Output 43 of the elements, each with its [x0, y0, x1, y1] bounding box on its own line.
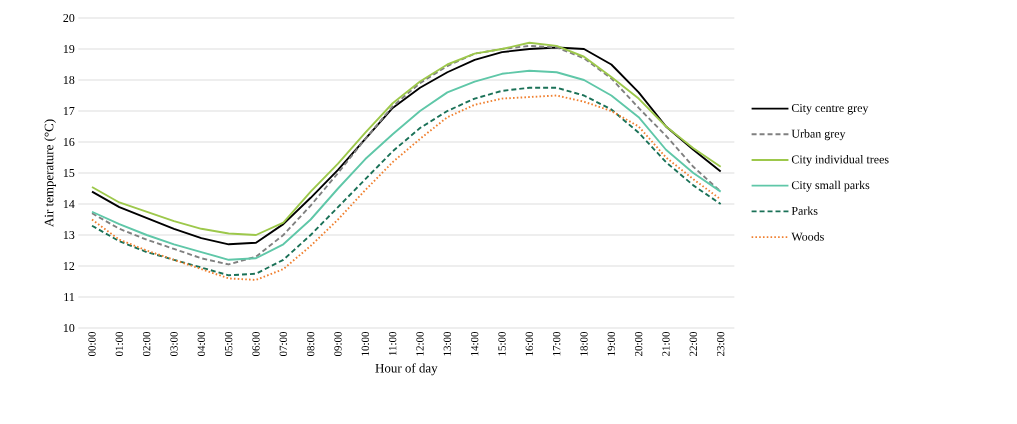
x-tick-label: 20:00 — [634, 331, 643, 356]
x-tick-label: 18:00 — [580, 331, 588, 356]
legend-label: Urban grey — [791, 129, 846, 141]
legend-label: City small parks — [791, 180, 870, 192]
y-tick-label: 10 — [63, 323, 75, 333]
x-tick-label: 14:00 — [470, 331, 479, 356]
legend-label: City centre grey — [791, 103, 869, 115]
y-tick-label: 11 — [64, 293, 75, 301]
x-tick-label: 02:00 — [142, 331, 151, 357]
x-tick-label: 16:00 — [525, 331, 534, 356]
x-tick-label: 03:00 — [170, 331, 178, 357]
y-tick-label: 19 — [63, 44, 75, 54]
x-tick-label: 21:00 — [662, 331, 670, 356]
legend-label: City individual trees — [791, 155, 889, 166]
x-tick-label: 13:00 — [443, 331, 452, 356]
y-tick-label: 16 — [63, 137, 75, 147]
x-tick-label: 23:00 — [716, 331, 725, 356]
x-tick-label: 12:00 — [416, 331, 424, 356]
y-tick-label: 15 — [63, 169, 75, 177]
x-tick-label: 05:00 — [224, 331, 233, 357]
x-tick-label: 15:00 — [498, 331, 506, 356]
y-tick-label: 17 — [63, 107, 75, 115]
y-tick-label: 20 — [63, 13, 75, 23]
x-tick-label: 11:00 — [388, 331, 397, 356]
y-tick-label: 13 — [63, 230, 75, 240]
x-tick-label: 08:00 — [306, 331, 315, 357]
x-tick-label: 06:00 — [252, 331, 260, 357]
x-tick-label: 19:00 — [607, 331, 616, 356]
x-tick-label: 09:00 — [334, 331, 342, 357]
x-tick-label: 07:00 — [279, 331, 288, 357]
y-tick-label: 18 — [63, 75, 75, 85]
x-tick-label: 00:00 — [88, 331, 96, 357]
x-tick-label: 22:00 — [689, 331, 698, 356]
x-tick-label: 04:00 — [197, 331, 206, 357]
y-axis-title: Air temperature (°C) — [44, 119, 57, 227]
y-tick-label: 12 — [63, 262, 75, 270]
x-tick-label: 01:00 — [115, 331, 124, 357]
y-tick-label: 14 — [63, 200, 75, 208]
x-tick-label: 17:00 — [552, 331, 561, 356]
legend-label: Woods — [791, 232, 824, 241]
x-axis-title: Hour of day — [375, 363, 438, 376]
x-tick-label: 10:00 — [361, 331, 370, 356]
legend-label: Parks — [791, 206, 818, 215]
